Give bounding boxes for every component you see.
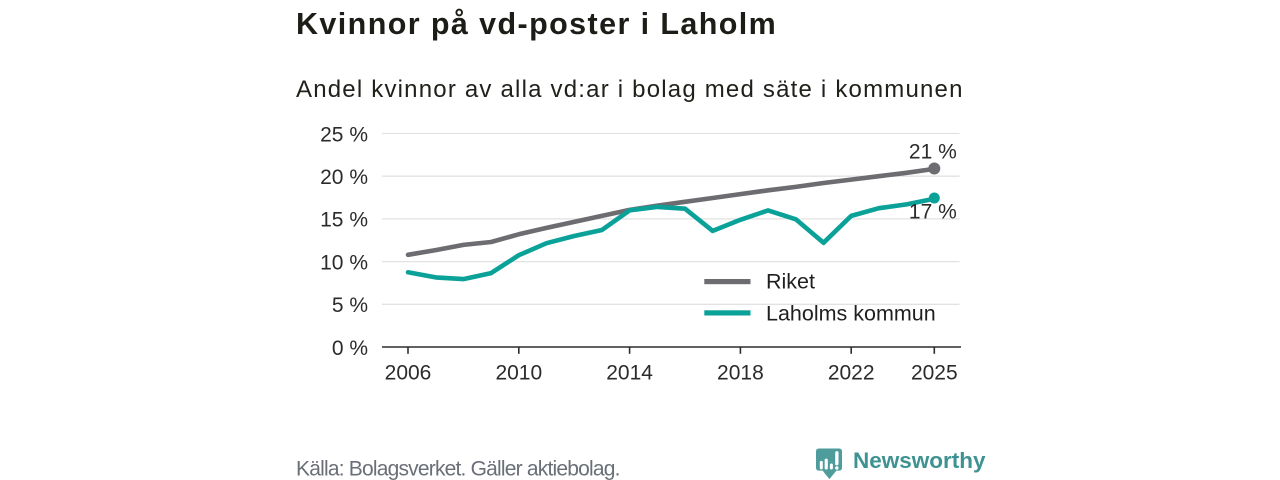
svg-text:21 %: 21 % bbox=[909, 141, 957, 164]
svg-text:Laholms kommun: Laholms kommun bbox=[766, 301, 936, 325]
svg-text:2014: 2014 bbox=[606, 362, 653, 385]
svg-text:Andel kvinnor av alla vd:ar i: Andel kvinnor av alla vd:ar i bolag med … bbox=[296, 76, 964, 103]
svg-text:Källa: Bolagsverket. Gäller ak: Källa: Bolagsverket. Gäller aktiebolag. bbox=[296, 458, 620, 480]
svg-text:Riket: Riket bbox=[766, 269, 815, 293]
svg-text:0 %: 0 % bbox=[332, 337, 368, 360]
svg-text:2022: 2022 bbox=[828, 362, 875, 385]
svg-text:5 %: 5 % bbox=[332, 294, 368, 317]
svg-text:2018: 2018 bbox=[717, 362, 764, 385]
svg-text:Kvinnor på vd-poster i Laholm: Kvinnor på vd-poster i Laholm bbox=[296, 7, 777, 41]
svg-text:25 %: 25 % bbox=[320, 123, 368, 146]
svg-text:Newsworthy: Newsworthy bbox=[853, 448, 986, 473]
svg-text:20 %: 20 % bbox=[320, 166, 368, 189]
svg-text:2006: 2006 bbox=[385, 362, 432, 385]
svg-text:2010: 2010 bbox=[495, 362, 542, 385]
svg-text:2025: 2025 bbox=[911, 362, 958, 385]
svg-text:10 %: 10 % bbox=[320, 251, 368, 274]
svg-text:15 %: 15 % bbox=[320, 209, 368, 232]
svg-text:17 %: 17 % bbox=[909, 200, 957, 223]
